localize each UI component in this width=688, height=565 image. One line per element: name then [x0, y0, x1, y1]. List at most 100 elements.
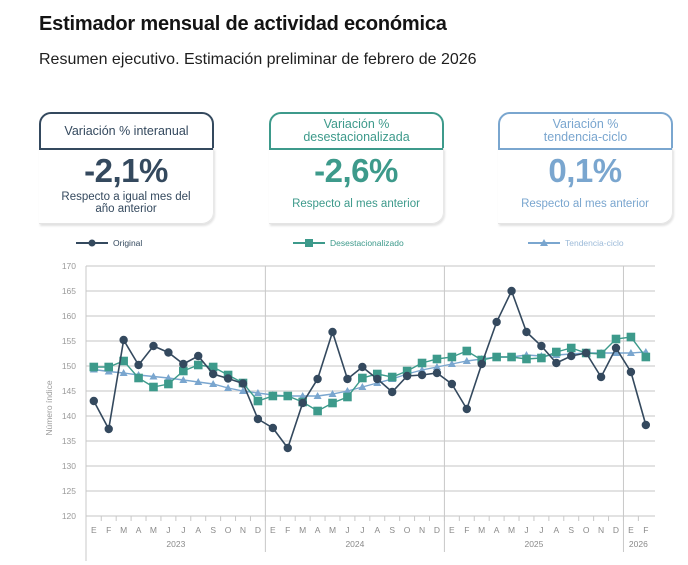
legend-tendencia-ciclo[interactable]: Tendencia-ciclo — [528, 236, 624, 250]
x-tick-label: N — [419, 525, 425, 535]
card-header: Variación % tendencia-ciclo — [498, 112, 673, 150]
data-point — [462, 404, 471, 414]
x-tick-label: F — [285, 525, 290, 535]
kpi-card-tendencia-ciclo: Variación % tendencia-ciclo 0,1% Respect… — [498, 112, 673, 224]
legend-desestacionalizado[interactable]: Desestacionalizado — [293, 236, 404, 250]
x-tick-label: O — [583, 525, 590, 535]
card-value: -2,6% — [314, 152, 398, 189]
data-point — [283, 443, 292, 453]
data-point — [193, 360, 203, 370]
data-point — [283, 391, 293, 401]
x-tick-label: M — [150, 525, 157, 535]
data-point — [372, 369, 382, 379]
x-tick-label: J — [166, 525, 170, 535]
data-point — [104, 362, 114, 372]
card-note-line: año anterior — [95, 203, 157, 215]
x-tick-label: O — [225, 525, 232, 535]
x-tick-label: E — [628, 525, 634, 535]
data-point — [164, 348, 173, 357]
data-point — [194, 351, 203, 361]
card-body: -2,6% Respecto al mes anterior — [269, 148, 444, 224]
y-tick-label: 125 — [62, 486, 76, 496]
x-tick-label: J — [360, 525, 364, 535]
data-point — [134, 373, 143, 383]
card-title: Variación % — [323, 117, 390, 131]
data-point — [179, 366, 188, 376]
y-tick-label: 150 — [62, 361, 76, 371]
data-point — [462, 357, 471, 364]
data-point — [358, 383, 367, 390]
x-tick-label: E — [270, 525, 276, 535]
x-tick-label: S — [210, 525, 216, 535]
card-header: Variación % desestacionalizada — [269, 112, 444, 150]
x-tick-label: A — [553, 525, 559, 535]
data-point — [537, 353, 546, 363]
y-tick-label: 130 — [62, 461, 76, 471]
card-body: -2,1% Respecto a igual mes del año anter… — [39, 148, 214, 224]
data-point — [641, 352, 651, 362]
data-point — [224, 384, 233, 391]
line-chart: 120 125 130 135 140 145 150 155 160 165 170 Número … — [44, 261, 655, 561]
data-point — [328, 327, 337, 337]
data-point — [343, 387, 352, 394]
x-tick-label: S — [389, 525, 395, 535]
data-point — [268, 391, 278, 401]
data-point — [149, 382, 158, 392]
data-point — [581, 348, 591, 358]
x-tick-label: A — [374, 525, 380, 535]
x-tick-label: S — [568, 525, 574, 535]
legend-label: Original — [113, 238, 143, 248]
card-header: Variación % interanual — [39, 112, 214, 150]
data-point — [119, 356, 128, 366]
data-point — [119, 335, 128, 345]
x-tick-label: J — [524, 525, 528, 535]
x-tick-label: F — [106, 525, 111, 535]
data-point — [596, 372, 606, 382]
x-tick-label: A — [136, 525, 142, 535]
x-tick-label: D — [255, 525, 261, 535]
data-point — [179, 376, 188, 383]
data-point — [612, 349, 620, 356]
page-subtitle: Resumen ejecutivo. Estimación preliminar… — [39, 51, 477, 68]
y-tick-label: 170 — [62, 261, 76, 271]
data-point — [447, 379, 457, 389]
data-point — [313, 374, 322, 384]
legend-label: Desestacionalizado — [330, 238, 404, 248]
data-point — [328, 390, 337, 397]
data-point — [388, 387, 397, 397]
data-point — [164, 379, 173, 389]
data-point — [149, 341, 158, 351]
y-tick-label: 160 — [62, 311, 76, 321]
data-point — [507, 286, 516, 296]
legend-original-marker-icon — [76, 239, 108, 247]
data-point — [566, 343, 576, 353]
y-tick-label: 145 — [62, 386, 76, 396]
series-line — [93, 288, 647, 450]
data-point — [507, 352, 516, 362]
y-axis-title: Número índice — [44, 380, 54, 436]
x-tick-label: A — [195, 525, 201, 535]
card-value: 0,1% — [548, 152, 622, 189]
x-tick-label: N — [598, 525, 604, 535]
year-label: 2023 — [166, 539, 185, 549]
data-point — [417, 358, 427, 368]
data-point — [298, 398, 307, 408]
data-point — [343, 392, 352, 402]
legend-label: Tendencia-ciclo — [565, 238, 624, 248]
data-point — [626, 349, 635, 356]
data-point — [462, 346, 472, 356]
series-original — [89, 286, 651, 453]
x-tick-label: J — [539, 525, 543, 535]
data-point — [149, 372, 158, 380]
legend-original[interactable]: Original — [76, 236, 142, 250]
data-point — [537, 341, 546, 351]
x-tick-label: D — [434, 525, 440, 535]
data-point — [492, 352, 501, 362]
data-point — [194, 378, 203, 385]
data-point — [432, 363, 441, 370]
data-point — [432, 354, 442, 364]
x-tick-label: E — [449, 525, 455, 535]
year-label: 2025 — [524, 539, 543, 549]
card-body: 0,1% Respecto al mes anterior — [498, 148, 673, 224]
data-point — [626, 367, 636, 377]
